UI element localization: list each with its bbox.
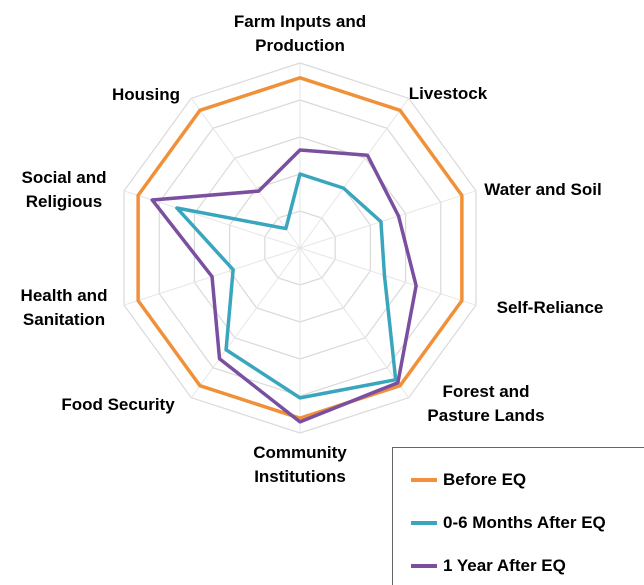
legend-item: 0-6 Months After EQ [411,512,606,534]
series-line [136,76,464,420]
axis-label: Social and Religious [21,168,107,211]
legend-item: Before EQ [411,469,526,491]
legend-swatch [411,521,437,525]
spoke [299,98,410,249]
legend-item: 1 Year After EQ [411,555,566,577]
axis-label: Self-Reliance [496,298,604,317]
axis-label: Farm Inputs and Production [233,12,367,55]
legend-label: Before EQ [443,470,527,489]
spoke [299,247,477,306]
legend-swatch [411,478,437,482]
spoke [123,190,301,249]
spoke [299,190,477,249]
spoke [190,98,301,249]
legend: Before EQ 0-6 Months After EQ 1 Year After… [392,447,644,585]
legend-swatch [411,564,437,568]
axis-label: Community Institutions [253,443,347,486]
legend-label: 0-6 Months After EQ [443,513,606,532]
axis-label: Housing [112,85,180,104]
series-line [150,148,418,424]
legend-label: 1 Year After EQ [443,556,566,575]
axis-label: Forest and Pasture Lands [427,382,545,425]
axis-label: Livestock [408,84,488,103]
axis-label: Food Security [61,395,175,414]
spoke [299,247,410,398]
spoke [190,247,301,398]
axis-label: Water and Soil [484,180,602,199]
axis-label: Health and Sanitation [20,286,108,329]
series-line [175,172,398,400]
